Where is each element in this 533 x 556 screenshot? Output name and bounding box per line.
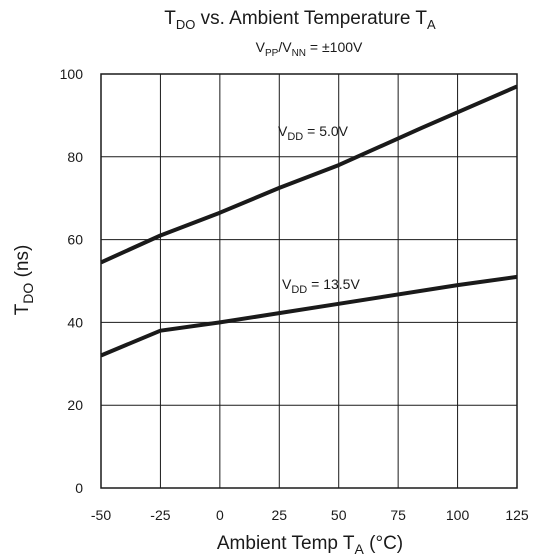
y-tick-label: 100 — [60, 66, 84, 82]
y-axis-label: TDO (ns) — [12, 245, 36, 316]
y-tick-label: 20 — [67, 397, 83, 413]
x-tick-label: 25 — [271, 507, 287, 523]
x-tick-label: 0 — [216, 507, 224, 523]
series-line-1 — [100, 274, 518, 358]
x-tick-label: 75 — [390, 507, 406, 523]
x-tick-label: 100 — [446, 507, 470, 523]
x-tick-label: 50 — [331, 507, 347, 523]
y-tick-label: 60 — [67, 232, 83, 248]
y-tick-label: 40 — [67, 314, 83, 330]
x-tick-label: -50 — [91, 507, 111, 523]
x-axis-label: Ambient Temp TA (°C) — [217, 533, 403, 556]
tick-labels: -50 -25 0 25 50 75 100 125 0 20 40 60 80 100 — [60, 66, 529, 523]
series-label-5v: VDD = 5.0V — [278, 123, 349, 143]
series-label-13-5v: VDD = 13.5V — [282, 276, 360, 296]
y-tick-label: 0 — [75, 480, 83, 496]
series-layer — [100, 84, 518, 358]
x-tick-label: 125 — [505, 507, 529, 523]
grid — [101, 74, 517, 488]
chart-subtitle: VPP/VNN = ±100V — [256, 39, 363, 59]
y-tick-label: 80 — [67, 149, 83, 165]
series-line-0 — [100, 84, 518, 265]
x-tick-label: -25 — [150, 507, 170, 523]
chart-title: TDO vs. Ambient Temperature TA — [164, 8, 436, 32]
plot-frame — [100, 73, 518, 489]
